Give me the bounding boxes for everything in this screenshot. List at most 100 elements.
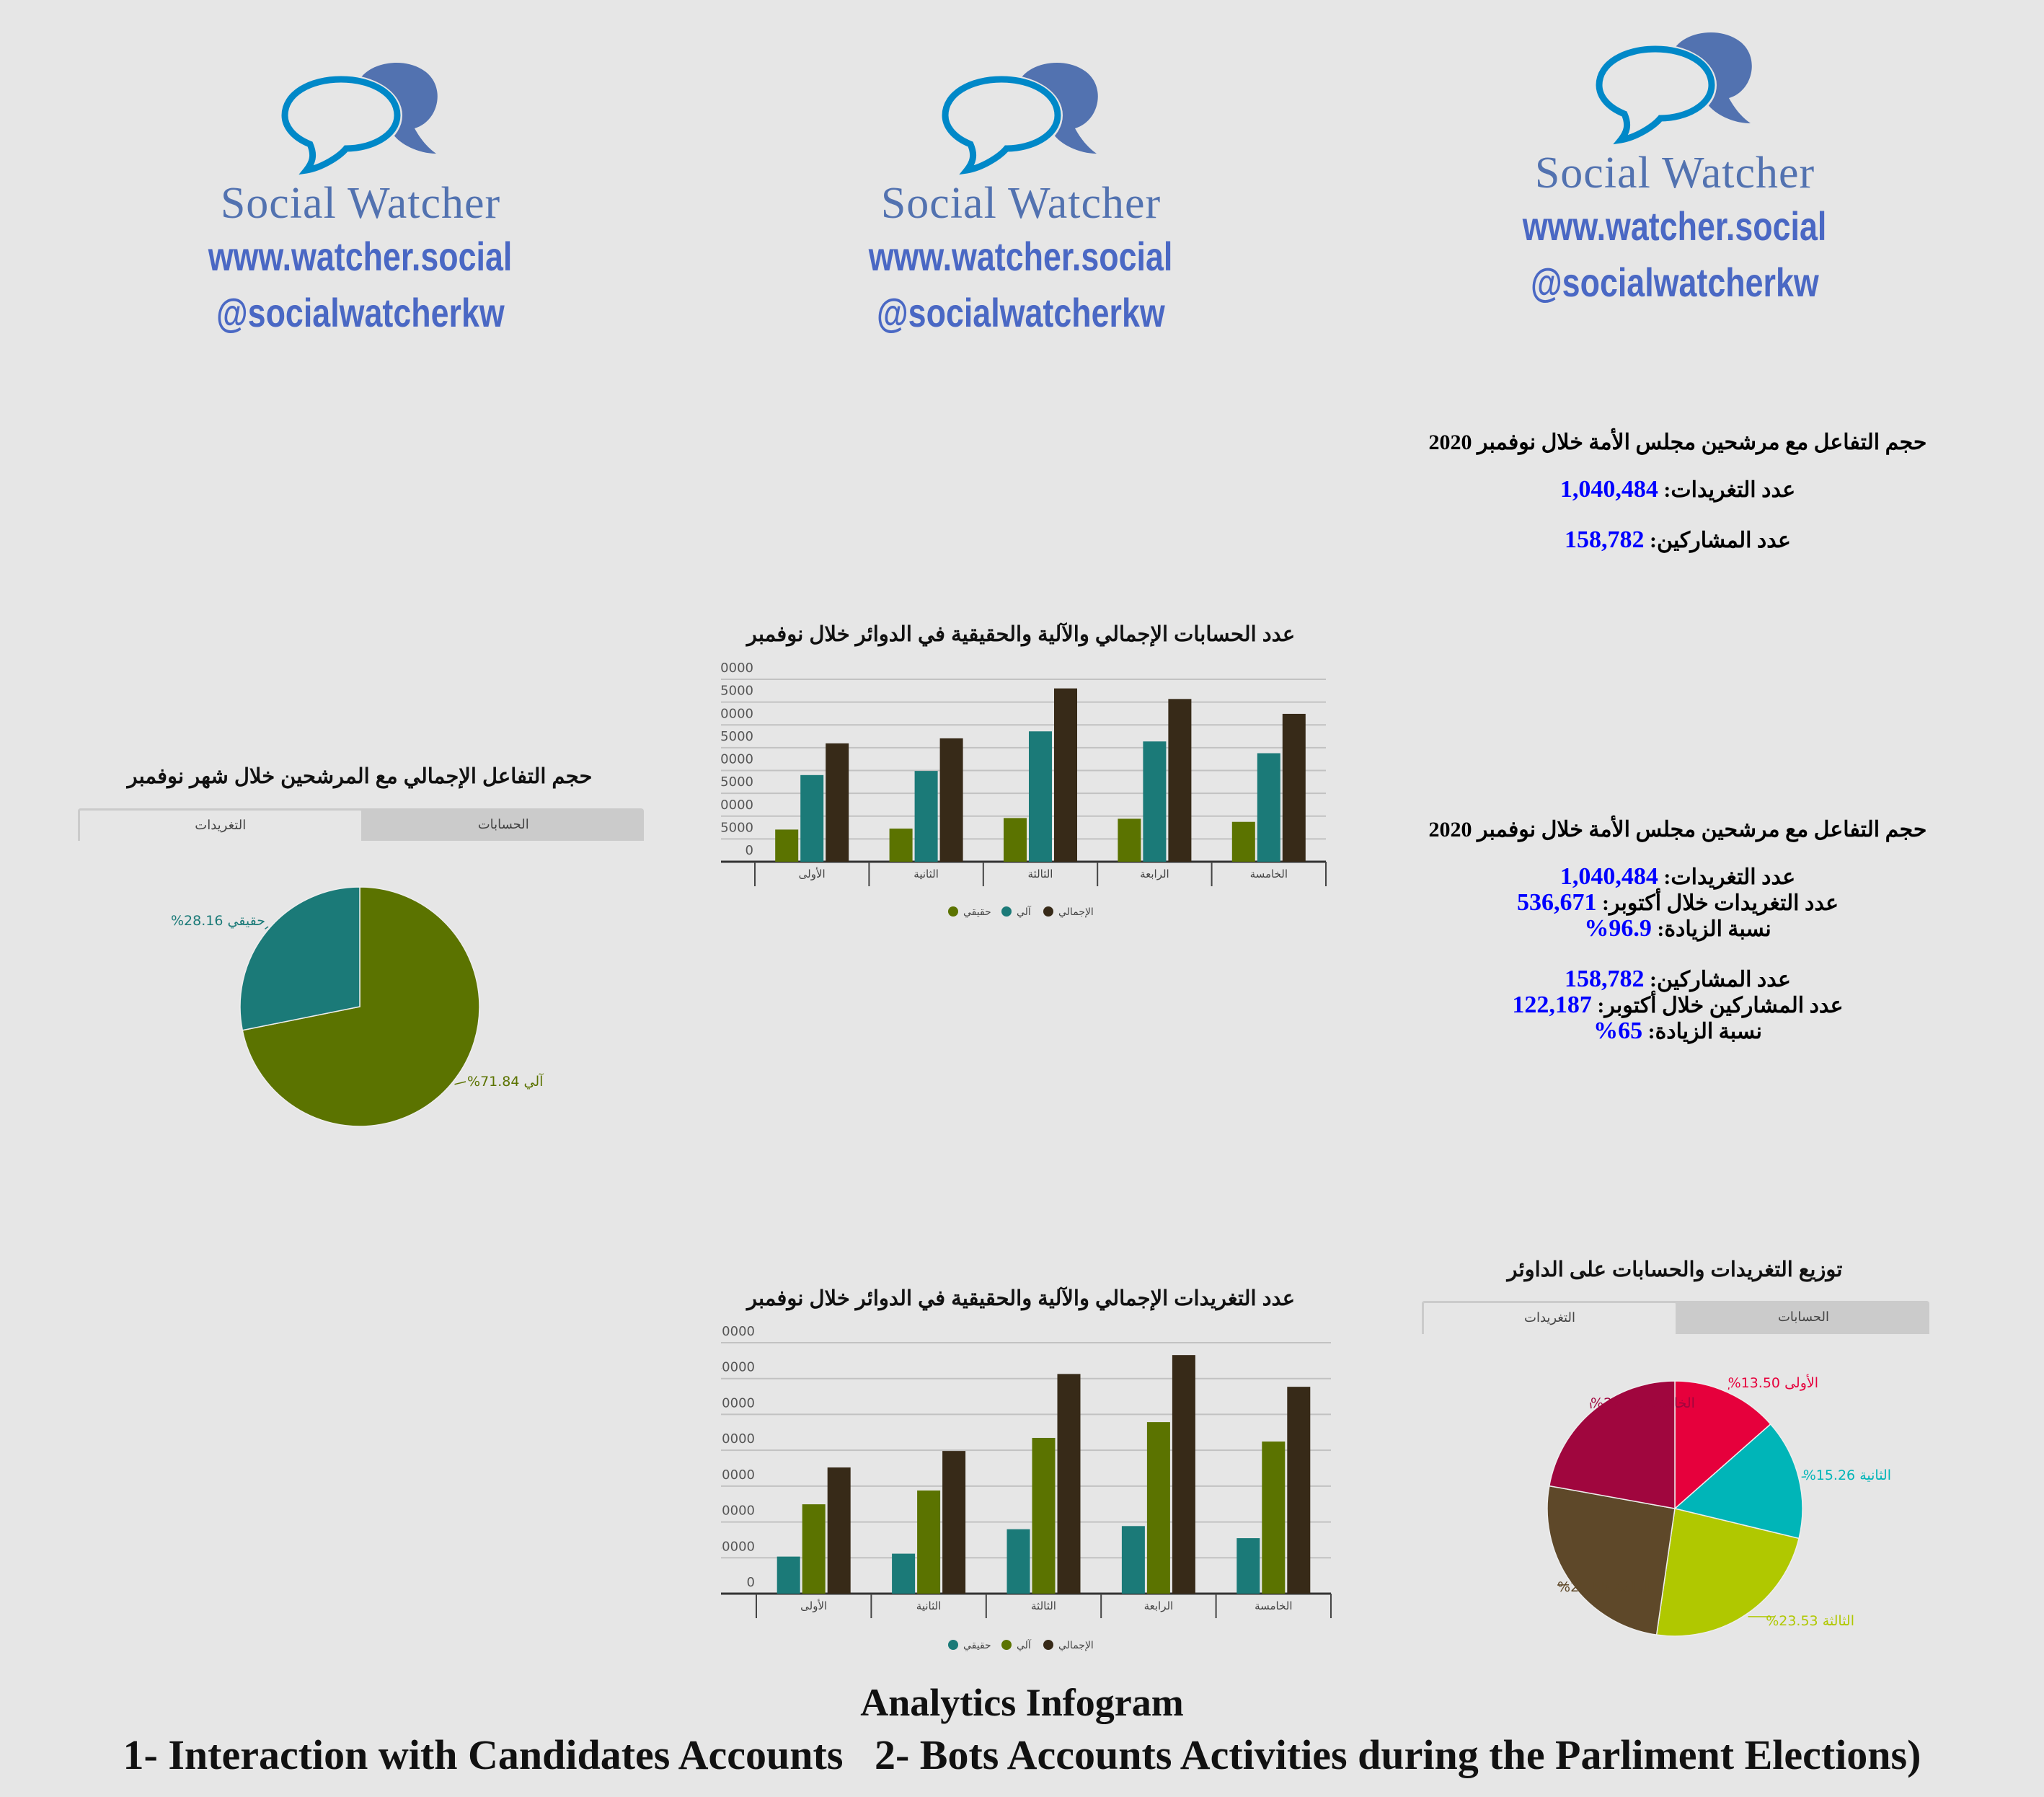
- bar-real: [1006, 1529, 1030, 1594]
- bar-bot: [1146, 1422, 1170, 1594]
- y-tick-label: 240000: [705, 1360, 755, 1375]
- slice-percent: 22.16%: [1590, 1395, 1642, 1411]
- slice-percent: 71.84%: [467, 1074, 519, 1090]
- pie-slice: [1548, 1380, 1676, 1509]
- brand-name: Social Watcher: [1534, 149, 1815, 198]
- slice-percent: 23.53%: [1766, 1613, 1818, 1629]
- x-tick-label: الرابعة: [1140, 867, 1169, 880]
- front-bubble-shape: [281, 76, 401, 175]
- bar-total: [1172, 1355, 1195, 1594]
- website-link[interactable]: www.watcher.social: [208, 234, 513, 279]
- bar-total: [1282, 713, 1306, 862]
- slice-label: آلي 71.84%: [467, 1072, 544, 1090]
- slice-name: آلي: [519, 1072, 544, 1090]
- y-tick-label: 20000: [712, 752, 753, 767]
- logo-block-3: Social Watcher www.watcher.social @socia…: [1459, 26, 1891, 311]
- bar-bot: [914, 771, 938, 862]
- website-link[interactable]: www.watcher.social: [869, 234, 1173, 279]
- tab-accounts[interactable]: الحسابات: [477, 817, 529, 831]
- slice-name: الثانية: [1855, 1467, 1891, 1483]
- legend-label: آلي: [1017, 906, 1032, 918]
- bar-bot: [917, 1490, 941, 1594]
- slice-name: الأولى: [1780, 1374, 1818, 1391]
- bar-bot: [1032, 1437, 1056, 1594]
- slice-name: حقيقي: [223, 913, 265, 929]
- y-tick-label: 40000: [712, 661, 753, 676]
- y-tick-label: 30000: [712, 706, 753, 721]
- slice-percent: 28.16%: [171, 913, 223, 929]
- bar-real: [1121, 1526, 1145, 1594]
- tweets-count-value: 1,040,484: [1559, 476, 1658, 503]
- twitter-handle[interactable]: @socialwatcherkw: [1531, 260, 1819, 305]
- chat-bubbles-logo-icon: [280, 63, 438, 175]
- slice-label-leader: [265, 926, 269, 930]
- tweets-october-row: عدد التغريدات خلال أكتوبر: 536,671: [1516, 889, 1839, 916]
- x-tick-label: الثانية: [916, 1599, 942, 1612]
- chat-bubbles-logo-icon: [940, 63, 1098, 175]
- footer-subtitle: 1- Interaction with Candidates Accounts …: [123, 1731, 1921, 1778]
- slice-label-leader: [1727, 1387, 1730, 1390]
- logo-block-1: Social Watcher www.watcher.social @socia…: [144, 56, 577, 341]
- tab-tweets[interactable]: التغريدات: [78, 808, 363, 841]
- pie-slice: [1547, 1485, 1676, 1636]
- x-tick-label: الثالثة: [1028, 867, 1053, 880]
- bar-total: [1057, 1374, 1081, 1594]
- pie-slice: [1655, 1508, 1800, 1637]
- bar-real: [1118, 818, 1141, 862]
- legend-dot: [1001, 1640, 1012, 1650]
- slice-name: الرابعة: [1609, 1579, 1651, 1595]
- tab-tweets[interactable]: التغريدات: [1422, 1301, 1678, 1334]
- logo-block-2: Social Watcher www.watcher.social @socia…: [805, 56, 1237, 341]
- tab-accounts[interactable]: الحسابات: [1777, 1310, 1830, 1324]
- stats-summary-title: حجم التفاعل مع مرشحين مجلس الأمة خلال نو…: [1428, 431, 1927, 454]
- total-interaction-pie-title: حجم التفاعل الإجمالي مع المرشحين خلال شه…: [127, 765, 593, 788]
- y-tick-label: 280000: [705, 1324, 755, 1339]
- front-bubble-shape: [1596, 45, 1715, 145]
- y-tick-label: 120000: [705, 1467, 755, 1483]
- stats-detail-title: حجم التفاعل مع مرشحين مجلس الأمة خلال نو…: [1428, 818, 1927, 842]
- slice-name: الخامسة: [1642, 1395, 1694, 1411]
- brand-name: Social Watcher: [880, 179, 1162, 228]
- slice-label-leader: [1590, 1402, 1592, 1409]
- pie-slice: [1673, 1423, 1803, 1540]
- legend-dot: [1001, 906, 1012, 917]
- participants-increase-row: نسبة الزيادة: %65: [1593, 1017, 1762, 1044]
- bar-bot: [1257, 753, 1280, 862]
- bar-real: [1004, 818, 1027, 862]
- bar-bot: [800, 774, 824, 862]
- x-tick-label: الثالثة: [1031, 1599, 1056, 1612]
- bar-real: [777, 1556, 800, 1594]
- bar-total: [827, 1467, 851, 1594]
- bar-total: [939, 738, 963, 862]
- bar-bot: [802, 1504, 826, 1594]
- twitter-handle[interactable]: @socialwatcherkw: [216, 290, 505, 335]
- slice-name: الثالثة: [1818, 1613, 1854, 1629]
- twitter-handle[interactable]: @socialwatcherkw: [877, 290, 1165, 335]
- pie2-tabs: التغريدات الحسابات: [1422, 1301, 1929, 1334]
- tweets-increase-row: نسبة الزيادة: %96.9: [1584, 915, 1771, 942]
- x-tick-label: الأولى: [800, 1599, 827, 1612]
- legend-dot: [1043, 1640, 1053, 1650]
- participants-count-value: 158,782: [1565, 526, 1645, 553]
- pie1-tabs: التغريدات الحسابات: [78, 808, 644, 841]
- y-tick-label: 35000: [712, 684, 753, 699]
- legend-label: حقيقي: [963, 906, 991, 918]
- slice-percent: 15.26%: [1803, 1467, 1855, 1483]
- bar-real: [1231, 821, 1255, 862]
- slice-label: حقيقي 28.16%: [171, 913, 265, 929]
- website-link[interactable]: www.watcher.social: [1523, 203, 1827, 249]
- pie-slice: [242, 886, 480, 1127]
- bar-total: [942, 1451, 966, 1594]
- participants-october-row: عدد المشاركين خلال أكتوبر: 122,187: [1512, 992, 1844, 1018]
- y-tick-label: 25000: [712, 729, 753, 744]
- slice-label: الخامسة 22.16%: [1590, 1395, 1695, 1411]
- x-tick-label: الرابعة: [1144, 1599, 1174, 1612]
- bar-bot: [1262, 1441, 1286, 1594]
- stats-summary: حجم التفاعل مع مرشحين مجلس الأمة خلال نو…: [1353, 430, 2002, 553]
- y-tick-label: 160000: [705, 1431, 755, 1447]
- y-tick-label: 10000: [712, 798, 753, 813]
